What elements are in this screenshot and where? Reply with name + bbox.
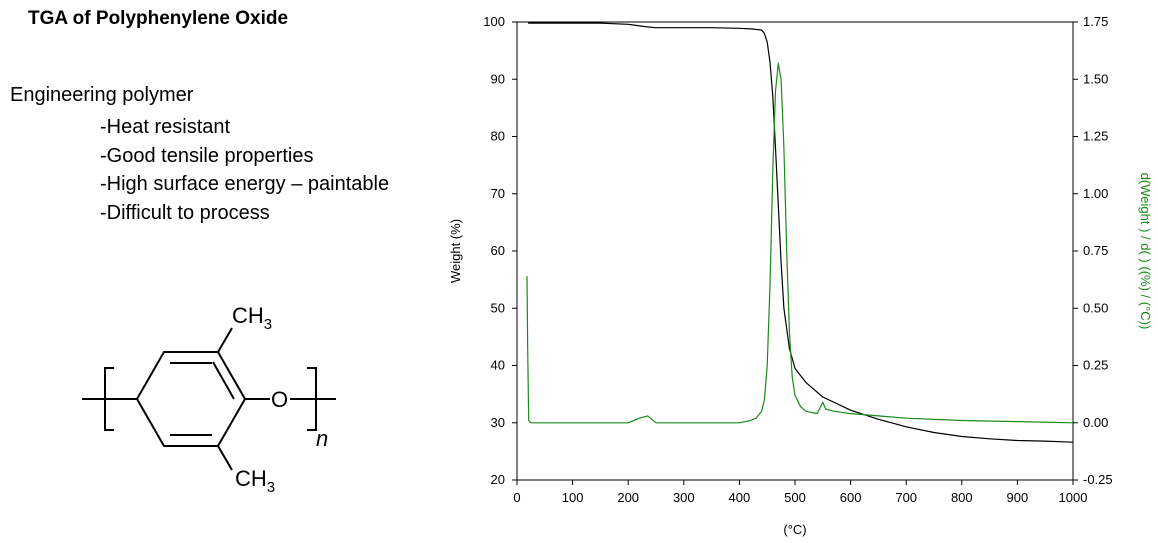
derivative-weight-line: [526, 62, 1074, 424]
y2-tick-label: -0.25: [1083, 472, 1113, 487]
y-tick-label: 70: [491, 186, 505, 201]
bullet-item: -Good tensile properties: [100, 144, 314, 167]
y2-tick-label: 0.50: [1083, 300, 1108, 315]
benzene-ring: [135, 351, 247, 447]
x-tick-label: 400: [729, 490, 751, 505]
y-tick-label: 40: [491, 358, 505, 373]
x-tick-label: 200: [617, 490, 639, 505]
repeat-index-label: n: [316, 426, 328, 451]
y-tick-label: 60: [491, 243, 505, 258]
methyl-label-top: CH3: [232, 303, 272, 333]
x-tick-label: 900: [1007, 490, 1029, 505]
bullet-item: -Heat resistant: [100, 116, 231, 138]
methyl-bond-bottom: [217, 445, 233, 471]
x-tick-label: 500: [784, 490, 806, 505]
tga-chart: 0 100 200 300 400 500 600 700 800 900 1000 20 30 40 50…: [448, 14, 1153, 537]
y-tick-label: 80: [491, 129, 505, 144]
y-tick-label: 90: [491, 71, 505, 86]
y2-tick-label: 0.25: [1083, 358, 1108, 373]
x-tick-label: 300: [673, 490, 695, 505]
x-tick-label: 700: [895, 490, 917, 505]
chemical-structure: CH3 O CH3 n: [82, 303, 336, 496]
x-tick-label: 600: [840, 490, 862, 505]
ring-double-bond: [212, 361, 235, 400]
x-tick-label: 0: [513, 490, 520, 505]
right-bracket: [307, 367, 317, 431]
bullet-item: -High surface energy – paintable: [100, 173, 390, 195]
weight-line: [528, 22, 1074, 443]
y2-tick-label: 1.50: [1083, 71, 1108, 86]
y-tick-label: 100: [483, 14, 505, 29]
x-tick-label: 100: [562, 490, 584, 505]
y2-tick-label: 1.25: [1083, 129, 1108, 144]
oxygen-label: O: [271, 387, 288, 412]
y2-tick-label: 0.00: [1083, 415, 1108, 430]
y2-tick-label: 1.75: [1083, 14, 1108, 29]
x-tick-label: 1000: [1059, 490, 1088, 505]
y-tick-label: 30: [491, 415, 505, 430]
y-tick-label: 50: [491, 300, 505, 315]
x-tick-label: 800: [951, 490, 973, 505]
y-axis-label: Weight (%): [448, 219, 463, 283]
methyl-bond-top: [217, 327, 233, 353]
left-bracket: [104, 367, 114, 431]
slide-title: TGA of Polyphenylene Oxide: [28, 8, 289, 29]
y2-tick-label: 0.75: [1083, 243, 1108, 258]
y2-tick-label: 1.00: [1083, 186, 1108, 201]
x-axis-label: (°C): [783, 522, 806, 537]
methyl-label-bottom: CH3: [235, 466, 275, 496]
slide-heading: Engineering polymer: [10, 84, 194, 106]
y-tick-label: 20: [491, 472, 505, 487]
bullet-list: -Heat resistant -Good tensile properties…: [100, 113, 389, 227]
bullet-item: -Difficult to process: [100, 201, 270, 224]
plot-frame: [516, 21, 1074, 481]
y2-axis-label: d(Weight ) / d( ) ((%) / (°C)): [1138, 173, 1153, 330]
